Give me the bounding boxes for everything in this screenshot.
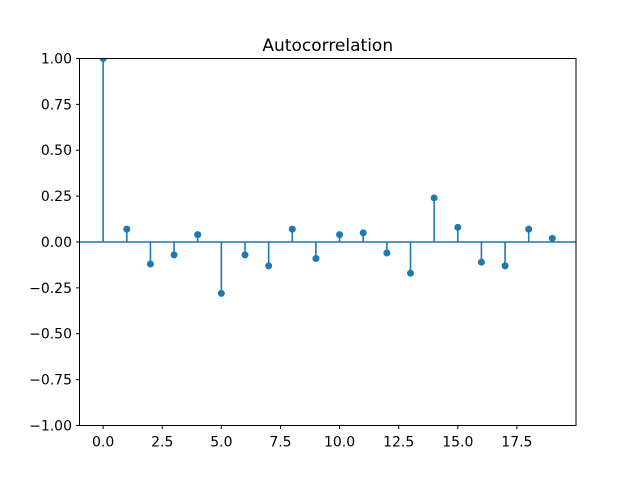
stem-marker [265, 262, 273, 270]
stem-marker [336, 231, 344, 239]
y-tick-label: −0.50 [29, 327, 72, 343]
stem-marker [194, 231, 202, 239]
x-axis-ticks-group: 0.0 2.5 5.0 7.5 10.0 12.5 15.0 17.5 [92, 425, 532, 451]
stem-marker [501, 262, 509, 270]
stem-marker [525, 225, 533, 233]
x-tick-label: 12.5 [383, 435, 414, 451]
stem-marker [312, 255, 320, 263]
y-tick-label: 0.75 [41, 97, 72, 113]
x-tick-label: 17.5 [501, 435, 532, 451]
x-tick-label: 5.0 [210, 435, 232, 451]
stem-marker [548, 234, 556, 242]
y-tick-label: −0.75 [29, 373, 72, 389]
y-tick-label: 0.00 [41, 235, 72, 251]
x-tick-label: 7.5 [269, 435, 291, 451]
y-tick-label: 0.50 [41, 143, 72, 159]
chart-title: Autocorrelation [262, 36, 393, 56]
stem-marker [454, 223, 462, 231]
stem-marker [170, 251, 178, 259]
stem-marker [383, 249, 391, 257]
stem-marker [359, 229, 367, 237]
stem-marker [430, 194, 438, 202]
y-tick-label: −0.25 [29, 281, 72, 297]
stem-marker [146, 260, 154, 268]
stem-marker [288, 225, 296, 233]
stem-marker [99, 58, 107, 62]
stem-marker [477, 258, 485, 266]
y-tick-label: 1.00 [41, 51, 72, 67]
y-tick-label: 0.25 [41, 189, 72, 205]
y-axis-ticks-group: −1.00 −0.75 −0.50 −0.25 0.00 0.25 0.50 0.75 1.00 [29, 51, 80, 434]
x-tick-label: 10.0 [324, 435, 355, 451]
stem-marker [123, 225, 131, 233]
stem-marker [407, 269, 414, 277]
stems-group [99, 58, 556, 297]
x-tick-label: 2.5 [151, 435, 173, 451]
y-tick-label: −1.00 [29, 418, 72, 434]
x-tick-label: 15.0 [442, 435, 473, 451]
stem-marker [241, 251, 249, 259]
x-tick-label: 0.0 [92, 435, 114, 451]
stem-marker [217, 289, 225, 297]
